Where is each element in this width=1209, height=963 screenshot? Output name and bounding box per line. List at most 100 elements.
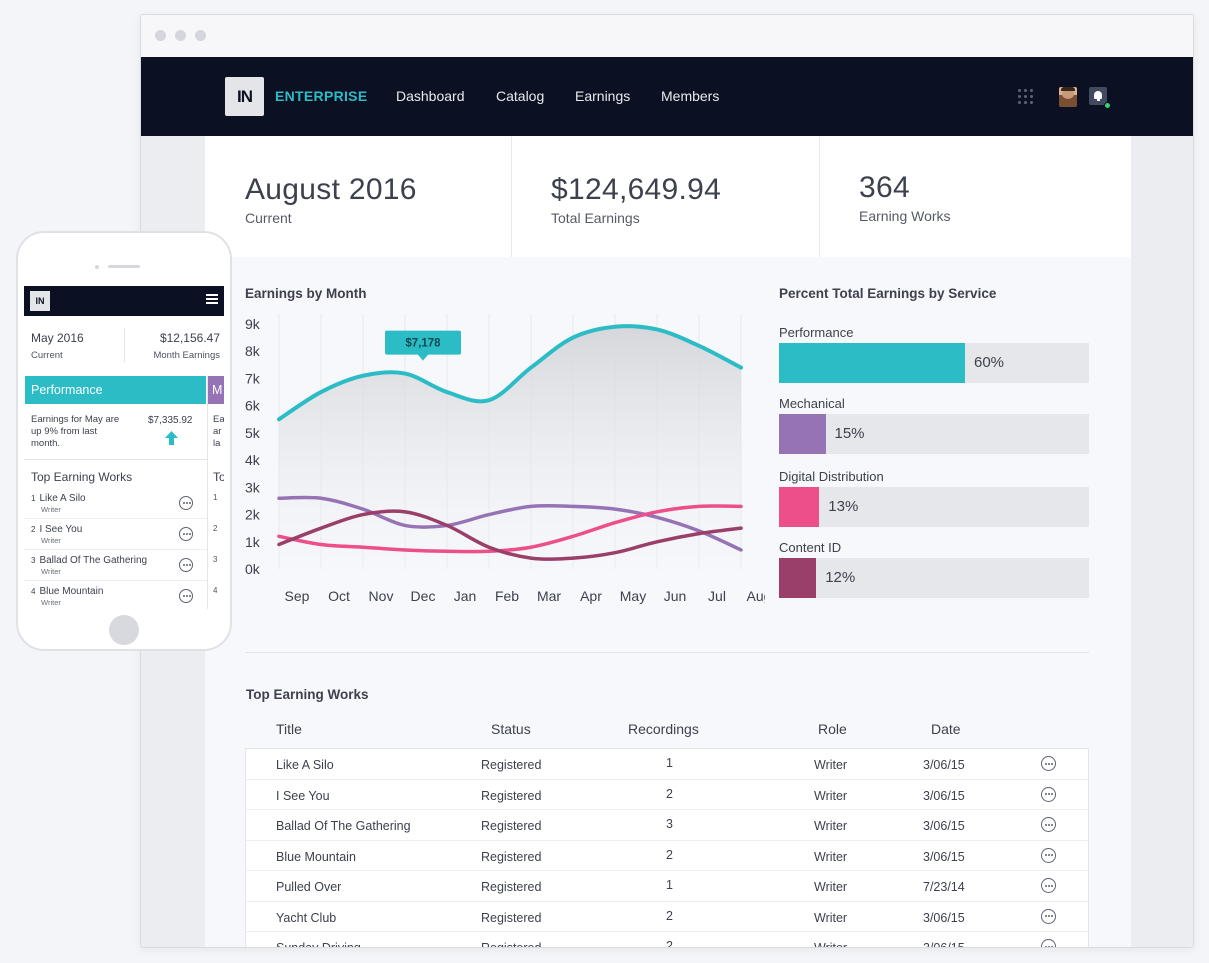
table-row[interactable]: I See You Registered 2 Writer 3/06/15 [246, 780, 1088, 810]
stat-period: August 2016 Current [205, 136, 512, 257]
nav-earnings[interactable]: Earnings [575, 88, 631, 104]
table-cell-role: Writer [814, 849, 848, 864]
phone-speaker [108, 265, 140, 268]
service-bar-fill [779, 343, 965, 383]
table-cell-title: I See You [276, 788, 330, 803]
mobile-tab-mechanical[interactable]: M [208, 376, 224, 404]
x-tick-label: May [620, 588, 646, 604]
table-row[interactable]: Sunday Driving Registered 2 Writer 3/06/15 [246, 932, 1088, 948]
apps-grid-icon[interactable] [1018, 89, 1033, 104]
y-tick-label: 4k [245, 452, 261, 468]
mobile-panel-divider [207, 376, 208, 609]
mobile-earnings-note: Earnings for May are up 9% from last mon… [31, 414, 120, 449]
col-date[interactable]: Date [931, 721, 961, 737]
mobile-work-number: 3 [31, 556, 36, 565]
table-row[interactable]: Pulled Over Registered 1 Writer 7/23/14 [246, 871, 1088, 902]
y-tick-label: 9k [245, 316, 261, 332]
table-row[interactable]: Like A Silo Registered 1 Writer 3/06/15 [246, 749, 1088, 780]
mobile-work-name: I See You [39, 524, 83, 535]
mobile-earnings: $12,156.47 [159, 331, 220, 345]
mobile-section-divider [24, 459, 207, 460]
table-cell-title: Yacht Club [276, 910, 337, 925]
window-close-dot[interactable] [155, 30, 166, 41]
mobile-navbar: IN [24, 286, 224, 316]
mobile-work-title: 4 Blue Mountain [31, 586, 103, 597]
mobile-work-peek-number: 2 [213, 524, 218, 533]
more-options-icon[interactable] [179, 527, 193, 541]
col-role[interactable]: Role [818, 721, 847, 737]
x-tick-label: Apr [580, 588, 602, 604]
mobile-earnings-label: Month Earnings [153, 350, 220, 361]
top-navbar: IN ENTERPRISE Dashboard Catalog Earnings… [141, 57, 1193, 136]
mobile-note-amount: $7,335.92 [148, 415, 193, 426]
notification-bell-icon[interactable] [1089, 87, 1107, 105]
table-row[interactable]: Ballad Of The Gathering Registered 3 Writer… [246, 810, 1088, 841]
more-options-icon[interactable] [1041, 878, 1056, 893]
col-status[interactable]: Status [491, 721, 531, 737]
mobile-logo[interactable]: IN [30, 291, 50, 311]
col-recordings[interactable]: Recordings [628, 721, 699, 737]
y-tick-label: 6k [245, 398, 261, 414]
table-cell-date: 3/06/15 [923, 941, 965, 948]
more-options-icon[interactable] [1041, 939, 1056, 947]
table-cell-recordings: 2 [666, 786, 673, 801]
table-cell-status: Registered [481, 880, 542, 894]
more-options-icon[interactable] [179, 589, 193, 603]
more-options-icon[interactable] [1041, 908, 1056, 924]
service-bar-track[interactable]: 60% [779, 343, 1089, 383]
mobile-work-row[interactable]: 3 Ballad Of The Gathering Writer [24, 550, 207, 581]
more-options-icon[interactable] [1041, 817, 1056, 832]
section-divider [245, 652, 1089, 653]
table-cell-date: 3/06/15 [923, 849, 965, 864]
stat-total-earnings-value: $124,649.94 [551, 173, 722, 206]
brand-name[interactable]: ENTERPRISE [275, 88, 368, 104]
more-options-icon[interactable] [1041, 756, 1056, 771]
window-minimize-dot[interactable] [175, 30, 186, 41]
service-label: Performance [779, 325, 854, 340]
series-line-3[interactable] [277, 509, 743, 561]
series-line-2[interactable] [277, 504, 743, 554]
mobile-tab-performance[interactable]: Performance [25, 376, 206, 404]
nav-members[interactable]: Members [661, 88, 720, 104]
mobile-work-title: 3 Ballad Of The Gathering [31, 555, 147, 566]
mobile-works-title-peek: To [213, 470, 224, 484]
mobile-note-peek-2: ar [213, 426, 222, 437]
service-bar-track[interactable]: 12% [779, 558, 1089, 598]
more-options-icon[interactable] [179, 558, 193, 572]
app-logo[interactable]: IN [225, 77, 264, 116]
user-avatar[interactable] [1059, 87, 1077, 107]
table-cell-role: Writer [814, 758, 848, 772]
window-maximize-dot[interactable] [195, 30, 206, 41]
x-tick-label: Jul [708, 588, 726, 604]
phone-home-button[interactable] [109, 615, 139, 645]
table-cell-recordings: 2 [666, 939, 673, 948]
x-tick-label: Dec [411, 588, 436, 604]
table-cell-status: Registered [481, 941, 542, 948]
more-options-icon[interactable] [1041, 786, 1056, 802]
service-bar-track[interactable]: 15% [779, 414, 1089, 454]
nav-dashboard[interactable]: Dashboard [396, 88, 465, 104]
table-cell-role: Writer [814, 819, 848, 833]
nav-catalog[interactable]: Catalog [496, 88, 545, 104]
table-row[interactable]: Yacht Club Registered 2 Writer 3/06/15 [246, 902, 1088, 932]
table-cell-role: Writer [814, 788, 848, 803]
mobile-work-number: 4 [31, 587, 36, 596]
hamburger-menu-icon[interactable] [206, 294, 218, 306]
more-options-icon[interactable] [1041, 847, 1056, 863]
table-row[interactable]: Blue Mountain Registered 2 Writer 3/06/15 [246, 841, 1088, 871]
phone-camera [95, 265, 99, 269]
service-bar-track[interactable]: 13% [779, 487, 1089, 527]
mobile-work-row[interactable]: 4 Blue Mountain Writer [24, 581, 207, 609]
series-line-0[interactable] [277, 324, 743, 422]
more-options-icon[interactable] [179, 496, 193, 510]
table-cell-recordings: 2 [666, 908, 673, 923]
mobile-work-row[interactable]: 1 Like A Silo Writer [24, 488, 207, 519]
series-line-1[interactable] [277, 495, 743, 552]
mobile-note-peek-3: la [213, 438, 221, 449]
earnings-by-month-title: Earnings by Month [245, 286, 367, 301]
col-title[interactable]: Title [276, 721, 302, 737]
mobile-work-title: 1 Like A Silo [31, 493, 86, 504]
y-tick-label: 8k [245, 343, 261, 359]
mobile-note-peek-1: Ea [213, 414, 224, 425]
